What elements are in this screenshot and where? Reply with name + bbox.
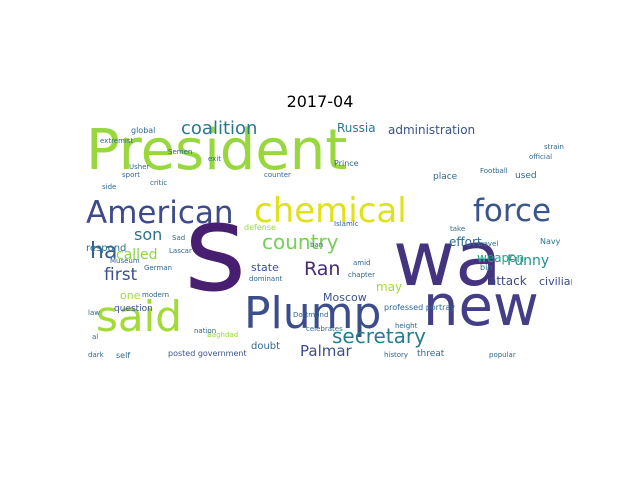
- cloud-word: ha: [90, 239, 118, 264]
- cloud-word: son: [134, 225, 163, 244]
- cloud-word: Islamic: [334, 220, 359, 228]
- cloud-word: question: [114, 304, 153, 314]
- cloud-word: take: [450, 225, 466, 233]
- cloud-word: amid: [353, 259, 371, 267]
- cloud-word: sport: [122, 171, 140, 179]
- cloud-word: official: [529, 153, 553, 161]
- figure-title: 2017-04: [286, 92, 354, 111]
- cloud-word: Dortmund: [293, 311, 329, 319]
- cloud-word: may: [376, 280, 403, 294]
- cloud-word: Plump: [244, 288, 382, 339]
- cloud-word: said: [96, 292, 182, 341]
- cloud-word: first: [104, 265, 138, 285]
- cloud-word: popular: [489, 351, 516, 359]
- cloud-word: Sad: [172, 234, 186, 242]
- cloud-word: new: [423, 274, 539, 339]
- cloud-word: Football: [480, 167, 508, 175]
- cloud-word: coalition: [181, 120, 258, 139]
- cloud-word: Baghdad: [207, 331, 239, 339]
- cloud-word: attack: [489, 274, 527, 288]
- cloud-word: chemical: [254, 191, 407, 231]
- cloud-word: Semen: [168, 148, 193, 156]
- cloud-word: state: [251, 261, 279, 274]
- cloud-word: Navy: [540, 237, 561, 246]
- cloud-word: secretary: [332, 324, 426, 348]
- cloud-word: posted government: [168, 349, 247, 358]
- cloud-word: civilian: [539, 275, 572, 288]
- cloud-word: threat: [417, 349, 445, 359]
- cloud-word: al: [92, 333, 99, 341]
- cloud-word: doubt: [251, 341, 281, 352]
- cloud-word: place: [433, 172, 458, 182]
- cloud-word: called: [116, 247, 158, 263]
- cloud-word: celebrates: [306, 325, 343, 333]
- cloud-word: self: [116, 351, 131, 360]
- cloud-word: Lascar: [169, 247, 192, 255]
- cloud-word: Usher: [129, 163, 150, 171]
- cloud-word: exit: [208, 155, 222, 163]
- cloud-word: German: [144, 264, 173, 272]
- cloud-word: American: [86, 195, 234, 231]
- cloud-word: bin: [480, 263, 493, 272]
- cloud-word: extremist: [100, 137, 134, 145]
- cloud-word: counter: [264, 171, 291, 179]
- cloud-word: Moscow: [323, 291, 367, 304]
- cloud-word: Palmar: [300, 342, 352, 360]
- cloud-word: administration: [388, 123, 476, 137]
- cloud-word: Ran: [304, 258, 341, 280]
- cloud-word: history: [384, 351, 409, 359]
- cloud-word: Russia: [337, 121, 376, 135]
- cloud-word: effort: [449, 235, 482, 249]
- cloud-word: travel: [478, 240, 499, 248]
- cloud-word: height: [395, 322, 418, 330]
- cloud-word: one: [120, 289, 141, 302]
- cloud-word: Museum: [110, 257, 140, 265]
- cloud-word: global: [131, 126, 156, 135]
- cloud-word: weapon: [477, 251, 525, 265]
- cloud-word: force: [473, 193, 552, 229]
- cloud-word: strain: [544, 143, 564, 151]
- cloud-word: country: [262, 230, 339, 254]
- cloud-word: dark: [88, 351, 104, 359]
- cloud-word: dominant: [249, 275, 283, 283]
- cloud-word: wa: [393, 214, 502, 303]
- cloud-word: side: [102, 183, 117, 191]
- cloud-word: s: [184, 180, 247, 319]
- cloud-word: President: [86, 120, 348, 183]
- cloud-word: chapter: [348, 271, 375, 279]
- cloud-word: nation: [194, 327, 217, 335]
- cloud-word: law: [88, 309, 100, 317]
- cloud-word: Prince: [334, 159, 359, 168]
- cloud-word: defense: [244, 223, 276, 232]
- cloud-word: respond: [86, 243, 127, 254]
- cloud-word: Funny: [507, 253, 550, 269]
- cloud-word: professed portray: [384, 303, 456, 312]
- cloud-word: used: [515, 171, 537, 181]
- cloud-word: modern: [142, 291, 170, 299]
- word-cloud: President s wa new said Plump American chemical…: [86, 120, 572, 363]
- cloud-word: ban: [310, 241, 324, 249]
- cloud-word: critic: [150, 179, 168, 187]
